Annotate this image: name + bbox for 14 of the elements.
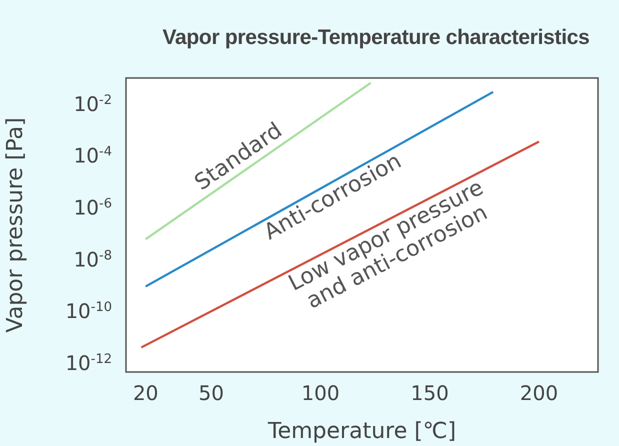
x-tick-label: 50 xyxy=(198,381,224,405)
chart-title: Vapor pressure-Temperature characteristics xyxy=(161,26,591,50)
x-tick-label: 150 xyxy=(410,381,449,405)
y-tick-label: 10$^{-6}$ xyxy=(74,196,112,220)
x-tick-label: 200 xyxy=(520,381,558,405)
y-tick-label: 10$^{-4}$ xyxy=(74,144,112,168)
x-tick-label: 100 xyxy=(301,381,340,405)
y-axis-title: Vapor pressure [Pa] xyxy=(2,117,28,333)
y-tick-label: 10$^{-12}$ xyxy=(65,351,112,376)
y-tick-label: 10$^{-8}$ xyxy=(74,247,112,272)
y-tick-label: 10$^{-10}$ xyxy=(65,299,112,324)
y-tick-label: 10$^{-2}$ xyxy=(74,92,112,116)
x-tick-label: 20 xyxy=(132,381,158,405)
x-axis-title: Temperature [℃] xyxy=(266,419,456,444)
